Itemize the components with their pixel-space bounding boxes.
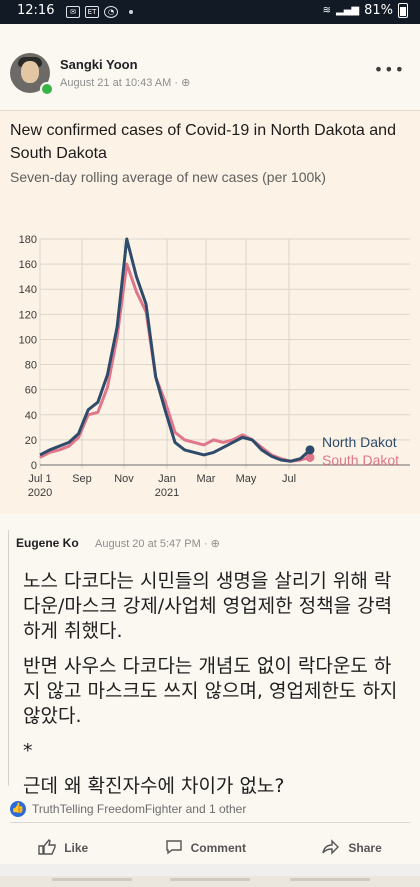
x-tick-year-label: 2021 xyxy=(155,487,179,499)
series-end-marker xyxy=(305,452,315,462)
y-tick-label: 140 xyxy=(19,284,37,296)
chart-series xyxy=(39,237,315,463)
x-tick-label: Mar xyxy=(197,473,216,485)
shared-comment[interactable]: Eugene Ko August 20 at 5:47 PM · ⊕ 노스 다코… xyxy=(0,514,420,797)
share-label: Share xyxy=(348,841,382,855)
battery-percent: 81% xyxy=(364,3,393,18)
status-time: 12:16 xyxy=(17,3,55,18)
y-tick-label: 120 xyxy=(19,309,37,321)
x-tick-year-label: 2020 xyxy=(28,487,52,499)
post-author[interactable]: Sangki Yoon xyxy=(60,57,138,72)
share-button[interactable]: Share xyxy=(322,838,382,858)
series-line xyxy=(39,237,312,463)
comment-timestamp[interactable]: August 20 at 5:47 PM · ⊕ xyxy=(95,538,220,550)
online-status-icon xyxy=(40,82,54,96)
series-label: South Dakot xyxy=(322,452,399,468)
chart-grid xyxy=(39,238,410,469)
comment-icon xyxy=(165,839,183,858)
battery-icon xyxy=(398,3,408,18)
more-options-icon[interactable]: ••• xyxy=(373,60,405,79)
y-tick-label: 100 xyxy=(19,334,37,346)
divider xyxy=(10,822,410,823)
chart-subtitle: Seven-day rolling average of new cases (… xyxy=(10,169,326,185)
comment-paragraph: * xyxy=(23,740,33,762)
comment-paragraph: 근데 왜 확진자수에 차이가 없노? xyxy=(23,775,285,797)
series-line xyxy=(39,262,311,463)
series-label: North Dakot xyxy=(322,434,397,450)
y-tick-label: 40 xyxy=(25,410,37,422)
x-tick-label: Nov xyxy=(114,473,134,485)
chart-card[interactable]: New confirmed cases of Covid-19 in North… xyxy=(0,110,420,516)
wifi-icon: ≋ xyxy=(322,5,332,16)
y-tick-label: 180 xyxy=(19,234,37,246)
y-tick-label: 20 xyxy=(25,435,37,447)
chart-title: New confirmed cases of Covid-19 in North… xyxy=(10,122,396,162)
comment-button[interactable]: Comment xyxy=(165,839,246,858)
like-label: Like xyxy=(64,841,89,855)
reactions-text: TruthTelling FreedomFighter and 1 other xyxy=(32,802,247,816)
post-actions: Like Comment Share xyxy=(0,834,420,862)
reactions-row[interactable]: 👍 TruthTelling FreedomFighter and 1 othe… xyxy=(10,800,246,818)
x-tick-label: May xyxy=(236,473,257,485)
status-notification-icons: ✉ ET ◔ xyxy=(66,6,133,18)
post-container: Sangki Yoon August 21 at 10:43 AM · ⊕ ••… xyxy=(0,24,420,887)
comment-paragraph: 노스 다코다는 시민들의 생명을 살리기 위해 락다운/마스크 강제/사업체 영… xyxy=(23,570,393,642)
strip-line xyxy=(170,878,250,881)
y-ticks: 0 20 40 60 80 100 120 140 160 180 xyxy=(19,234,37,472)
comment-paragraph: 반면 사우스 다코다는 개념도 없이 락다운도 하지 않고 마스크도 쓰지 않으… xyxy=(23,655,404,727)
post-timestamp[interactable]: August 21 at 10:43 AM · ⊕ xyxy=(60,77,191,89)
status-right: ≋ ▂▄▆ 81% xyxy=(323,3,408,18)
comment-label: Comment xyxy=(190,841,246,855)
x-ticks: Jul 1 2020 Sep Nov Jan 2021 Mar May Jul xyxy=(28,473,296,499)
y-tick-label: 160 xyxy=(19,259,37,271)
y-tick-label: 60 xyxy=(25,385,37,397)
strip-line xyxy=(52,878,132,881)
share-icon xyxy=(322,838,340,858)
x-tick-label: Jan xyxy=(158,473,176,485)
series-end-marker xyxy=(305,445,315,455)
x-tick-label: Sep xyxy=(72,473,92,485)
strip-line xyxy=(290,878,370,881)
avatar-face xyxy=(21,61,39,83)
like-button[interactable]: Like xyxy=(38,838,89,858)
x-tick-label: Jul xyxy=(282,473,296,485)
comment-body: 노스 다코다는 시민들의 생명을 살리기 위해 락다운/마스크 강제/사업체 영… xyxy=(23,569,408,809)
y-tick-label: 80 xyxy=(25,360,37,372)
signal-icon: ▂▄▆ xyxy=(336,5,360,16)
y-tick-label: 0 xyxy=(31,460,37,472)
quote-bar xyxy=(8,530,9,786)
status-dot-icon xyxy=(129,10,133,14)
thumbs-up-icon: 👍 xyxy=(10,801,26,817)
avatar[interactable] xyxy=(10,53,50,93)
comment-author[interactable]: Eugene Ko xyxy=(16,536,79,550)
status-bar: 12:16 ✉ ET ◔ ≋ ▂▄▆ 81% xyxy=(0,0,420,24)
chart-svg: 0 20 40 60 80 100 120 140 160 180 Jul 1 2020 Sep Nov… xyxy=(19,234,410,499)
alarm-icon: ◔ xyxy=(104,6,118,18)
app-icon: ET xyxy=(85,6,99,18)
series-labels: South Dakot North Dakot xyxy=(322,434,399,468)
bottom-strip xyxy=(0,876,420,887)
message-icon: ✉ xyxy=(66,6,80,18)
x-tick-label: Jul 1 xyxy=(28,473,51,485)
like-icon xyxy=(38,838,56,858)
